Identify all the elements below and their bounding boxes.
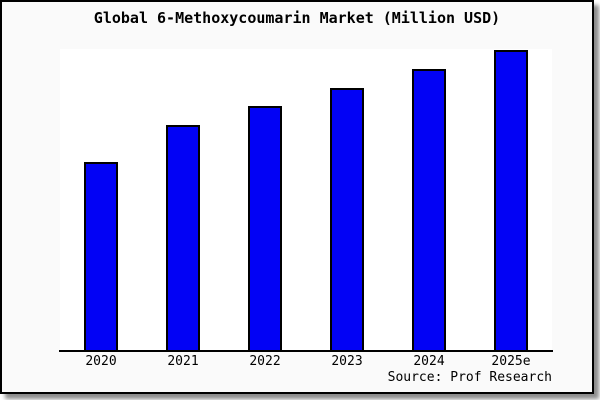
x-tick-label-2023: 2023 — [331, 354, 363, 369]
bar-2021 — [166, 125, 200, 352]
x-tick-label-2025e: 2025e — [491, 354, 531, 369]
x-tick-label-2022: 2022 — [249, 354, 281, 369]
x-tick-label-2020: 2020 — [85, 354, 117, 369]
bar-2020 — [84, 162, 118, 352]
bar-2025e — [494, 50, 528, 352]
bar-2022 — [248, 106, 282, 352]
source-note: Source: Prof Research — [387, 370, 552, 385]
bar-2024 — [412, 69, 446, 352]
bar-2023 — [330, 88, 364, 352]
x-tick-label-2024: 2024 — [413, 354, 445, 369]
x-axis-labels: 2020 2021 2022 2023 2024 2025e — [60, 354, 552, 369]
chart-title: Global 6-Methoxycoumarin Market (Million… — [93, 9, 501, 27]
x-tick-label-2021: 2021 — [167, 354, 199, 369]
plot-area — [59, 49, 553, 352]
x-axis-line — [59, 350, 553, 352]
chart-frame: Global 6-Methoxycoumarin Market (Million… — [0, 0, 594, 394]
